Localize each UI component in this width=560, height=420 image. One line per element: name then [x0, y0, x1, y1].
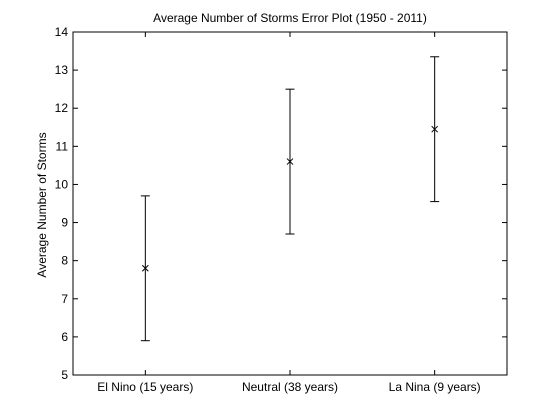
x-tick-label: La Nina (9 years): [389, 380, 481, 394]
y-tick-label: 5: [61, 368, 68, 382]
y-tick-label: 8: [61, 254, 68, 268]
mean-marker-stroke: [431, 125, 439, 133]
mean-marker: [286, 158, 294, 165]
y-tick-label: 13: [55, 63, 69, 77]
y-tick-label: 6: [61, 330, 68, 344]
y-tick-label: 12: [55, 101, 69, 115]
mean-marker-stroke: [141, 264, 149, 272]
y-tick-label: 11: [56, 139, 69, 153]
x-tick-label: El Nino (15 years): [97, 380, 193, 394]
chart-title: Average Number of Storms Error Plot (195…: [153, 11, 427, 25]
mean-marker: [141, 264, 149, 272]
x-tick-label: Neutral (38 years): [242, 380, 338, 394]
error-bar-series: [140, 56, 440, 342]
mean-marker-stroke: [286, 158, 294, 165]
mean-marker: [431, 125, 439, 133]
y-axis-label: Average Number of Storms: [35, 132, 49, 277]
axis-ticks: [73, 31, 507, 376]
y-tick-label: 9: [61, 216, 68, 230]
y-tick-label: 10: [55, 177, 69, 191]
y-tick-label: 7: [61, 292, 68, 306]
axis-tick-labels: 5 6 7 8 9 10 11 12 13 14 El Nino (15 years) Neutral…: [55, 25, 481, 394]
y-tick-label: 14: [55, 25, 69, 39]
